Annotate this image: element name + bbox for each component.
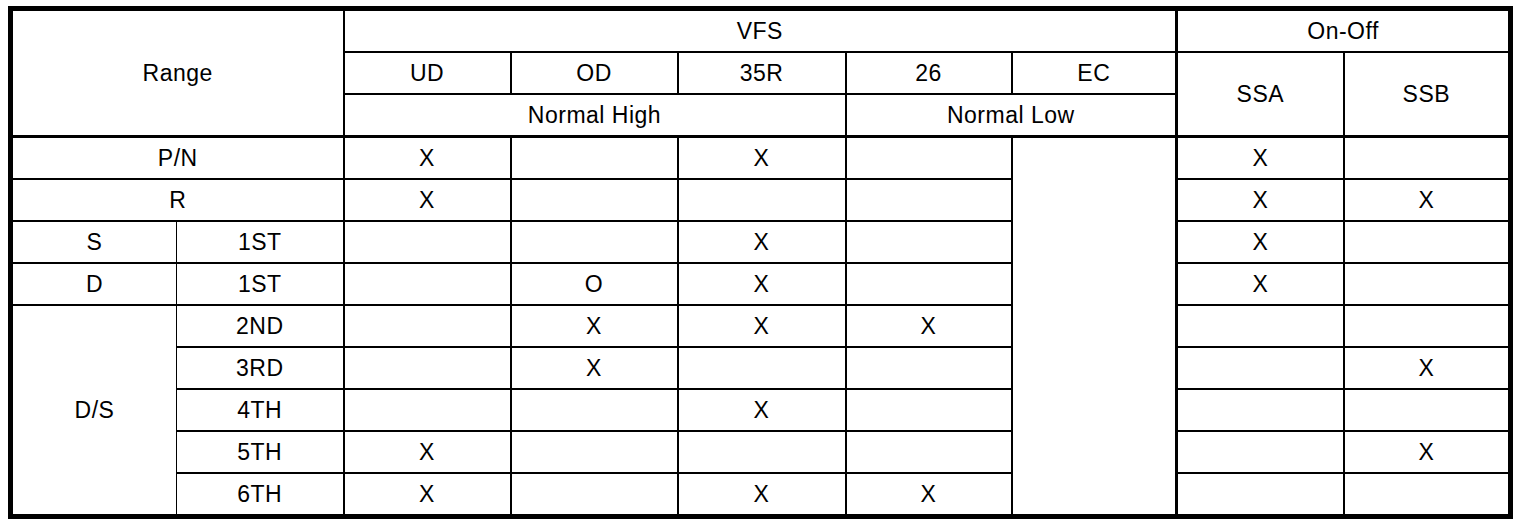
- cell-d1st-od: O: [511, 263, 678, 305]
- cell-3rd-26: [846, 347, 1012, 389]
- col-header-ssb: SSB: [1344, 52, 1511, 137]
- col-header-35r: 35R: [678, 52, 846, 94]
- row-label-d: D: [11, 263, 177, 305]
- cell-2nd-od: X: [511, 305, 678, 347]
- cell-6th-ud: X: [344, 473, 511, 517]
- col-header-ud: UD: [344, 52, 511, 94]
- cell-r-ssa: X: [1177, 179, 1344, 221]
- cell-3rd-ssb: X: [1344, 347, 1511, 389]
- cell-pn-35r: X: [678, 137, 846, 180]
- row-label-ds: D/S: [11, 305, 177, 517]
- cell-r-26: [846, 179, 1012, 221]
- cell-d1st-ssa: X: [1177, 263, 1344, 305]
- cell-3rd-ssa: [1177, 347, 1344, 389]
- cell-6th-ssa: [1177, 473, 1344, 517]
- cell-pn-ssb: [1344, 137, 1511, 180]
- cell-4th-ud: [344, 389, 511, 431]
- cell-5th-ssa: [1177, 431, 1344, 473]
- cell-2nd-ssa: [1177, 305, 1344, 347]
- cell-s1st-ud: [344, 221, 511, 263]
- table-row-pn: P/N X X X: [11, 137, 1511, 180]
- range-group-header: Range: [11, 9, 344, 137]
- cell-s1st-od: [511, 221, 678, 263]
- onoff-group-header: On-Off: [1177, 9, 1511, 53]
- cell-pn-od: [511, 137, 678, 180]
- cell-2nd-35r: X: [678, 305, 846, 347]
- header-row-groups: Range VFS On-Off: [11, 9, 1511, 53]
- cell-pn-26: [846, 137, 1012, 180]
- cell-d1st-ssb: [1344, 263, 1511, 305]
- cell-s1st-35r: X: [678, 221, 846, 263]
- cell-6th-26: X: [846, 473, 1012, 517]
- table-row-r: R X X X: [11, 179, 1511, 221]
- cell-5th-26: [846, 431, 1012, 473]
- gear-label-s-1st: 1ST: [177, 221, 344, 263]
- table-row-ds-3rd: 3RD X X: [11, 347, 1511, 389]
- cell-pn-ssa: X: [1177, 137, 1344, 180]
- col-header-od: OD: [511, 52, 678, 94]
- cell-4th-35r: X: [678, 389, 846, 431]
- ec-column-blank: [1012, 137, 1177, 517]
- col-header-26: 26: [846, 52, 1012, 94]
- cell-2nd-26: X: [846, 305, 1012, 347]
- gear-label-d-1st: 1ST: [177, 263, 344, 305]
- vfs-group-header: VFS: [344, 9, 1177, 53]
- row-label-r: R: [11, 179, 344, 221]
- normal-high-header: Normal High: [344, 94, 846, 137]
- table-row-ds-2nd: D/S 2ND X X X: [11, 305, 1511, 347]
- cell-r-ssb: X: [1344, 179, 1511, 221]
- cell-3rd-od: X: [511, 347, 678, 389]
- table-row-ds-5th: 5TH X X: [11, 431, 1511, 473]
- cell-3rd-35r: [678, 347, 846, 389]
- cell-s1st-ssb: [1344, 221, 1511, 263]
- cell-r-ud: X: [344, 179, 511, 221]
- cell-6th-od: [511, 473, 678, 517]
- row-label-s: S: [11, 221, 177, 263]
- cell-r-35r: [678, 179, 846, 221]
- cell-d1st-26: [846, 263, 1012, 305]
- row-label-pn: P/N: [11, 137, 344, 180]
- cell-5th-35r: [678, 431, 846, 473]
- cell-2nd-ssb: [1344, 305, 1511, 347]
- cell-d1st-ud: [344, 263, 511, 305]
- table-row-s-1st: S 1ST X X: [11, 221, 1511, 263]
- table-row-ds-6th: 6TH X X X: [11, 473, 1511, 517]
- gear-label-4th: 4TH: [177, 389, 344, 431]
- cell-5th-ssb: X: [1344, 431, 1511, 473]
- cell-5th-ud: X: [344, 431, 511, 473]
- gear-label-5th: 5TH: [177, 431, 344, 473]
- cell-2nd-ud: [344, 305, 511, 347]
- normal-low-header: Normal Low: [846, 94, 1177, 137]
- col-header-ec: EC: [1012, 52, 1177, 94]
- cell-r-od: [511, 179, 678, 221]
- gear-label-6th: 6TH: [177, 473, 344, 517]
- cell-pn-ud: X: [344, 137, 511, 180]
- gear-label-2nd: 2ND: [177, 305, 344, 347]
- cell-5th-od: [511, 431, 678, 473]
- cell-s1st-26: [846, 221, 1012, 263]
- cell-4th-ssb: [1344, 389, 1511, 431]
- table-row-d-1st: D 1ST O X X: [11, 263, 1511, 305]
- solenoid-application-table: Range VFS On-Off UD OD 35R 26 EC SSA SSB…: [8, 6, 1513, 519]
- page: Range VFS On-Off UD OD 35R 26 EC SSA SSB…: [0, 0, 1520, 522]
- col-header-ssa: SSA: [1177, 52, 1344, 137]
- cell-4th-od: [511, 389, 678, 431]
- cell-3rd-ud: [344, 347, 511, 389]
- cell-6th-35r: X: [678, 473, 846, 517]
- cell-4th-26: [846, 389, 1012, 431]
- cell-d1st-35r: X: [678, 263, 846, 305]
- cell-4th-ssa: [1177, 389, 1344, 431]
- cell-s1st-ssa: X: [1177, 221, 1344, 263]
- table-row-ds-4th: 4TH X: [11, 389, 1511, 431]
- cell-6th-ssb: [1344, 473, 1511, 517]
- gear-label-3rd: 3RD: [177, 347, 344, 389]
